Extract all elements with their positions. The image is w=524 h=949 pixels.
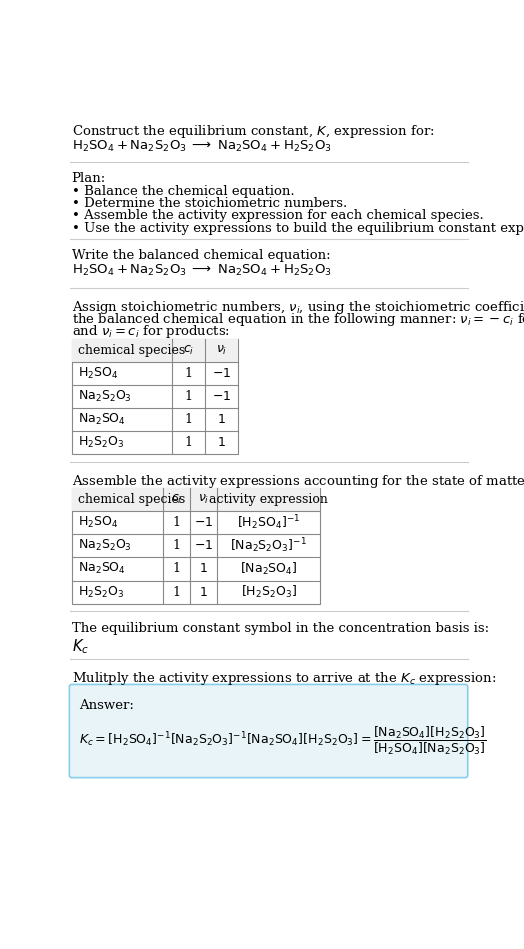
- Text: Plan:: Plan:: [72, 173, 106, 185]
- Text: $c_i$: $c_i$: [171, 493, 182, 506]
- Text: $\nu_i$: $\nu_i$: [198, 493, 210, 506]
- Text: activity expression: activity expression: [209, 493, 328, 506]
- Text: $1$: $1$: [200, 586, 208, 599]
- Text: $K_c$: $K_c$: [72, 638, 89, 656]
- Text: $\mathrm{Na_2SO_4}$: $\mathrm{Na_2SO_4}$: [78, 562, 126, 576]
- Text: $[\mathrm{H_2SO_4}]^{-1}$: $[\mathrm{H_2SO_4}]^{-1}$: [237, 513, 300, 532]
- Text: $-1$: $-1$: [194, 516, 213, 530]
- Text: • Assemble the activity expression for each chemical species.: • Assemble the activity expression for e…: [72, 210, 484, 222]
- Text: $1$: $1$: [217, 413, 226, 426]
- FancyBboxPatch shape: [69, 684, 468, 777]
- Text: $-1$: $-1$: [194, 539, 213, 552]
- Text: Assign stoichiometric numbers, $\nu_i$, using the stoichiometric coefficients, $: Assign stoichiometric numbers, $\nu_i$, …: [72, 299, 524, 316]
- Text: • Balance the chemical equation.: • Balance the chemical equation.: [72, 185, 294, 197]
- Text: $c_i$: $c_i$: [183, 344, 194, 357]
- Text: Assemble the activity expressions accounting for the state of matter and $\nu_i$: Assemble the activity expressions accoun…: [72, 473, 524, 490]
- Text: $1$: $1$: [200, 563, 208, 575]
- Text: Mulitply the activity expressions to arrive at the $K_c$ expression:: Mulitply the activity expressions to arr…: [72, 670, 496, 687]
- Text: $\mathrm{H_2S_2O_3}$: $\mathrm{H_2S_2O_3}$: [78, 585, 124, 600]
- Text: the balanced chemical equation in the following manner: $\nu_i = -c_i$ for react: the balanced chemical equation in the fo…: [72, 311, 524, 328]
- Text: $-1$: $-1$: [212, 390, 231, 403]
- Text: $[\mathrm{Na_2S_2O_3}]^{-1}$: $[\mathrm{Na_2S_2O_3}]^{-1}$: [230, 536, 307, 555]
- Text: The equilibrium constant symbol in the concentration basis is:: The equilibrium constant symbol in the c…: [72, 623, 489, 635]
- Text: 1: 1: [185, 413, 193, 426]
- Text: 1: 1: [173, 539, 181, 552]
- Text: $\mathrm{H_2SO_4}$: $\mathrm{H_2SO_4}$: [78, 515, 118, 530]
- Text: chemical species: chemical species: [78, 493, 185, 506]
- Text: $-1$: $-1$: [212, 367, 231, 380]
- Bar: [72, 488, 320, 604]
- Text: 1: 1: [185, 437, 193, 449]
- Text: 1: 1: [173, 586, 181, 599]
- Text: 1: 1: [173, 516, 181, 530]
- Text: chemical species: chemical species: [78, 344, 185, 357]
- Text: $\mathrm{H_2SO_4 + Na_2S_2O_3 \;\longrightarrow\; Na_2SO_4 + H_2S_2O_3}$: $\mathrm{H_2SO_4 + Na_2S_2O_3 \;\longrig…: [72, 263, 332, 278]
- Bar: [72, 488, 320, 512]
- Text: Write the balanced chemical equation:: Write the balanced chemical equation:: [72, 250, 330, 263]
- Text: $\mathrm{H_2S_2O_3}$: $\mathrm{H_2S_2O_3}$: [78, 436, 124, 450]
- Text: 1: 1: [173, 563, 181, 575]
- Text: $K_c = [\mathrm{H_2SO_4}]^{-1}[\mathrm{Na_2S_2O_3}]^{-1}[\mathrm{Na_2SO_4}][\mat: $K_c = [\mathrm{H_2SO_4}]^{-1}[\mathrm{N…: [80, 725, 487, 757]
- Text: $\mathrm{H_2SO_4 + Na_2S_2O_3 \;\longrightarrow\; Na_2SO_4 + H_2S_2O_3}$: $\mathrm{H_2SO_4 + Na_2S_2O_3 \;\longrig…: [72, 139, 332, 154]
- Bar: [72, 339, 237, 362]
- Text: Construct the equilibrium constant, $K$, expression for:: Construct the equilibrium constant, $K$,…: [72, 123, 434, 140]
- Text: 1: 1: [185, 367, 193, 380]
- Text: $\nu_i$: $\nu_i$: [215, 344, 227, 357]
- Text: $\mathrm{Na_2S_2O_3}$: $\mathrm{Na_2S_2O_3}$: [78, 389, 132, 404]
- Text: $\mathrm{Na_2S_2O_3}$: $\mathrm{Na_2S_2O_3}$: [78, 538, 132, 553]
- Text: $1$: $1$: [217, 437, 226, 449]
- Text: and $\nu_i = c_i$ for products:: and $\nu_i = c_i$ for products:: [72, 324, 230, 341]
- Text: $[\mathrm{H_2S_2O_3}]$: $[\mathrm{H_2S_2O_3}]$: [241, 584, 297, 600]
- Text: • Determine the stoichiometric numbers.: • Determine the stoichiometric numbers.: [72, 197, 347, 210]
- Text: $[\mathrm{Na_2SO_4}]$: $[\mathrm{Na_2SO_4}]$: [240, 561, 297, 577]
- Text: $\mathrm{H_2SO_4}$: $\mathrm{H_2SO_4}$: [78, 365, 118, 381]
- Text: 1: 1: [185, 390, 193, 403]
- Text: Answer:: Answer:: [80, 699, 134, 712]
- Text: $\mathrm{Na_2SO_4}$: $\mathrm{Na_2SO_4}$: [78, 412, 126, 427]
- Text: • Use the activity expressions to build the equilibrium constant expression.: • Use the activity expressions to build …: [72, 222, 524, 234]
- Bar: [72, 339, 237, 455]
